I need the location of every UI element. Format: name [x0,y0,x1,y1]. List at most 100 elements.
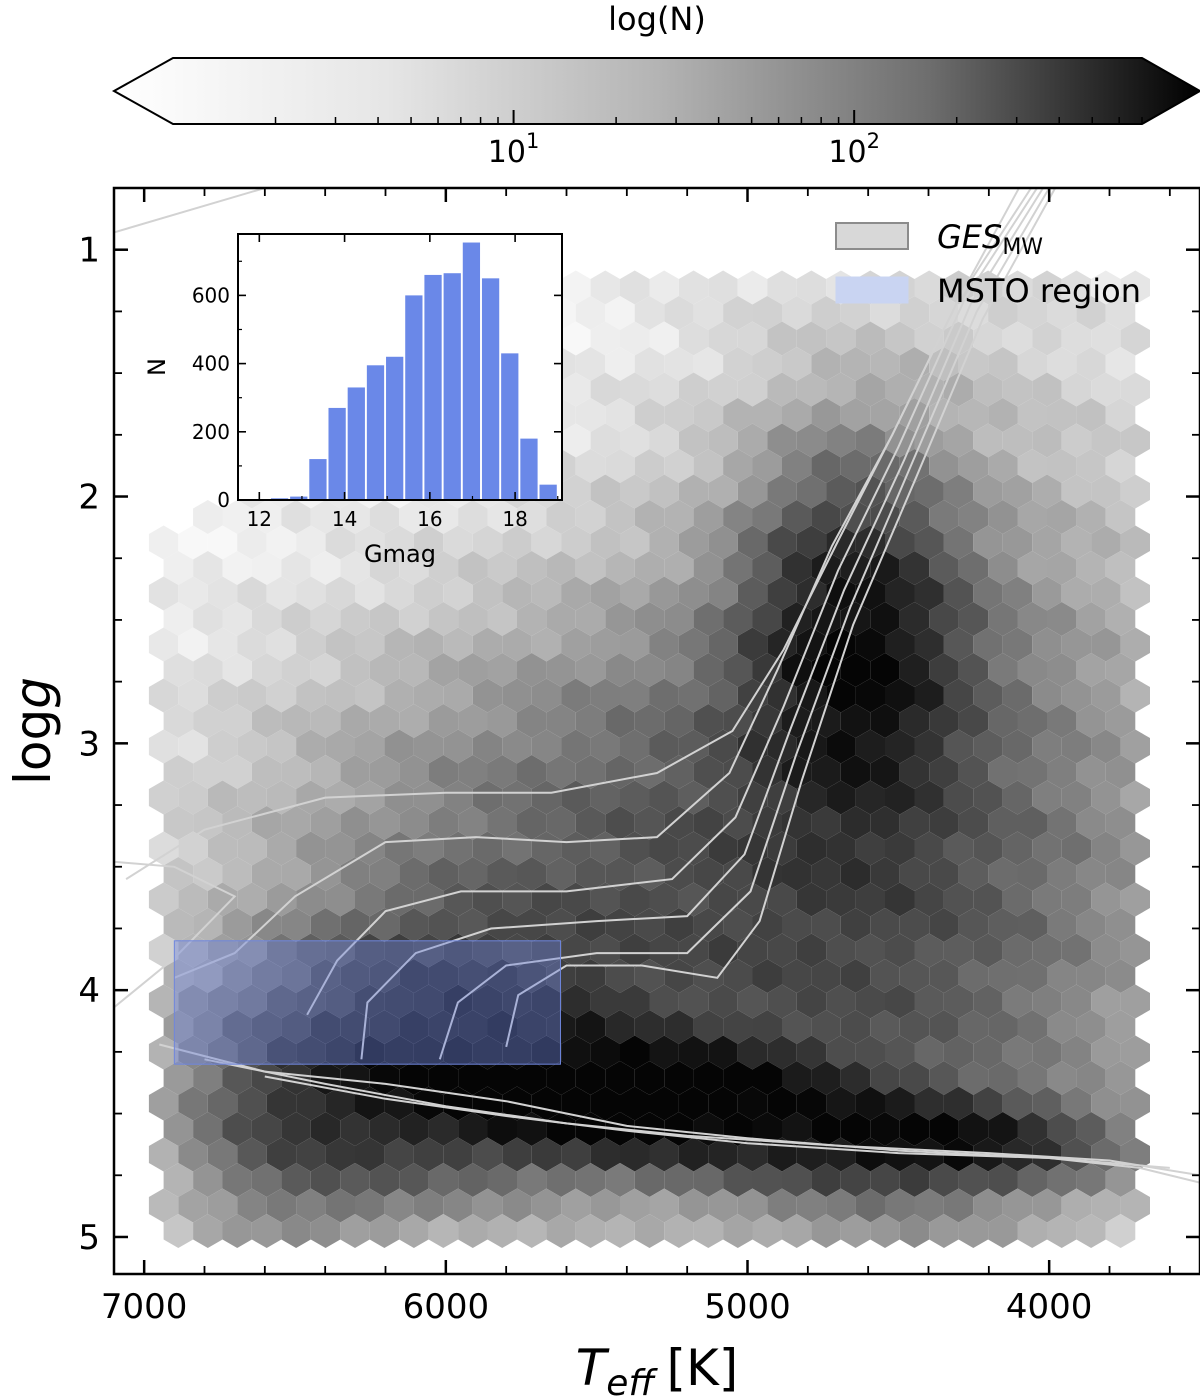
hexbin-cell [723,755,753,789]
hexbin-cell [914,1086,944,1121]
hexbin-cell [840,449,871,483]
hexbin-cell [855,678,885,713]
hexbin-cell [1091,525,1121,560]
hexbin-cell [1091,576,1121,611]
hexbin-cell [737,372,768,407]
hexbin-cell [943,678,974,713]
hexbin-cell [752,602,782,636]
hexbin-cell [222,602,252,636]
hexbin-cell [1105,1010,1136,1044]
hexbin-cell [708,321,738,356]
hexbin-cell [723,551,753,585]
hexbin-cell [428,602,459,636]
hexbin-cell [708,1137,738,1172]
hexbin-cell [399,551,429,585]
hexbin-cell [443,1188,473,1223]
hexbin-cell [1017,347,1047,381]
hexbin-cell [855,627,885,662]
hexbin-cell [1002,780,1033,815]
hexbin-cell [1105,704,1136,738]
hexbin-cell [1032,1188,1062,1223]
hexbin-cell [369,602,400,636]
hexbin-cell [885,423,915,458]
hexbin-cell [678,372,709,407]
hexbin-cell [325,525,355,560]
hexbin-cell [1047,908,1077,942]
hexbin-cell [310,602,341,636]
hexbin-cell [561,525,591,560]
hexbin-cell [973,1035,1003,1070]
hexbin-cell [296,1137,326,1172]
hexbin-cell [620,270,650,305]
inset-x-tick-label: 18 [502,507,527,531]
hexbin-cell [899,908,930,942]
hexbin-cell [1076,1010,1106,1044]
hexbin-cell [590,882,620,917]
hexbin-cell [943,729,974,764]
hexbin-cell [988,296,1018,330]
hexbin-cell [988,1010,1018,1044]
hexbin-cell [590,525,620,560]
hexbin-cell [413,1035,444,1070]
hexbin-cell [546,1163,576,1197]
hexbin-cell [1002,525,1033,560]
legend-swatch-ges [835,222,909,250]
hexbin-cell [575,347,606,381]
hexbin-cell [973,372,1003,407]
hexbin-cell [178,627,208,662]
hexbin-cell [605,1214,635,1248]
inset-axis-ticks: 12 14 16 18 0 200 400 600 [192,234,562,531]
hexbin-cell [546,908,576,942]
hexbin-cell [1061,780,1092,815]
hexbin-cell [1091,627,1121,662]
hexbin-cell [678,882,709,917]
hexbin-cell [723,959,753,993]
hexbin-cell [384,780,414,815]
hexbin-cell [355,933,385,968]
hexbin-cell [1002,1188,1033,1223]
hexbin-cell [1017,398,1047,432]
hexbin-cell [1047,296,1077,330]
hexbin-cell [1047,347,1077,381]
colorbar-tick-base: 10 [488,135,526,170]
hexbin-cell [575,806,606,840]
hexbin-cell [148,780,179,815]
hexbin-cell [384,1086,414,1121]
hexbin-cell [796,270,827,305]
hexbin-cell [340,653,370,687]
hexbin-cell [487,1163,517,1197]
hexbin-cell [664,806,694,840]
hexbin-cell [826,321,856,356]
hexbin-cell [796,729,827,764]
isochrone-track [114,860,237,1009]
hexbin-cell [472,576,503,611]
hexbin-cell [148,1035,179,1070]
hexbin-cell [399,500,429,534]
hexbin-cell [163,1163,194,1197]
hexbin-cell [340,1061,370,1095]
hexbin-cell [929,296,959,330]
hexbin-cell [811,1061,841,1095]
hexbin-cell [1105,602,1136,636]
hexbin-cell [458,551,488,585]
hexbin-cell [251,1010,282,1044]
hexbin-cell [207,1188,238,1223]
hexbin-cell [649,678,679,713]
hexbin-cell [988,959,1018,993]
hexbin-cell [723,1061,753,1095]
hexbin-cell [605,908,635,942]
hexbin-cell [708,678,738,713]
hexbin-cell [840,653,871,687]
hexbin-cell [590,1035,620,1070]
hexbin-cell [487,704,517,738]
inset-x-axis-label: Gmag [364,540,436,568]
hexbin-cell [767,474,797,509]
hexbin-cell [620,474,650,509]
hexbin-cell [649,729,679,764]
hexbin-cell [561,627,591,662]
inset-x-tick-label: 16 [417,507,442,531]
hexbin-cell [708,729,738,764]
hexbin-cell [399,1214,429,1248]
hexbin-cell [767,1035,797,1070]
hexbin-cell [207,933,238,968]
